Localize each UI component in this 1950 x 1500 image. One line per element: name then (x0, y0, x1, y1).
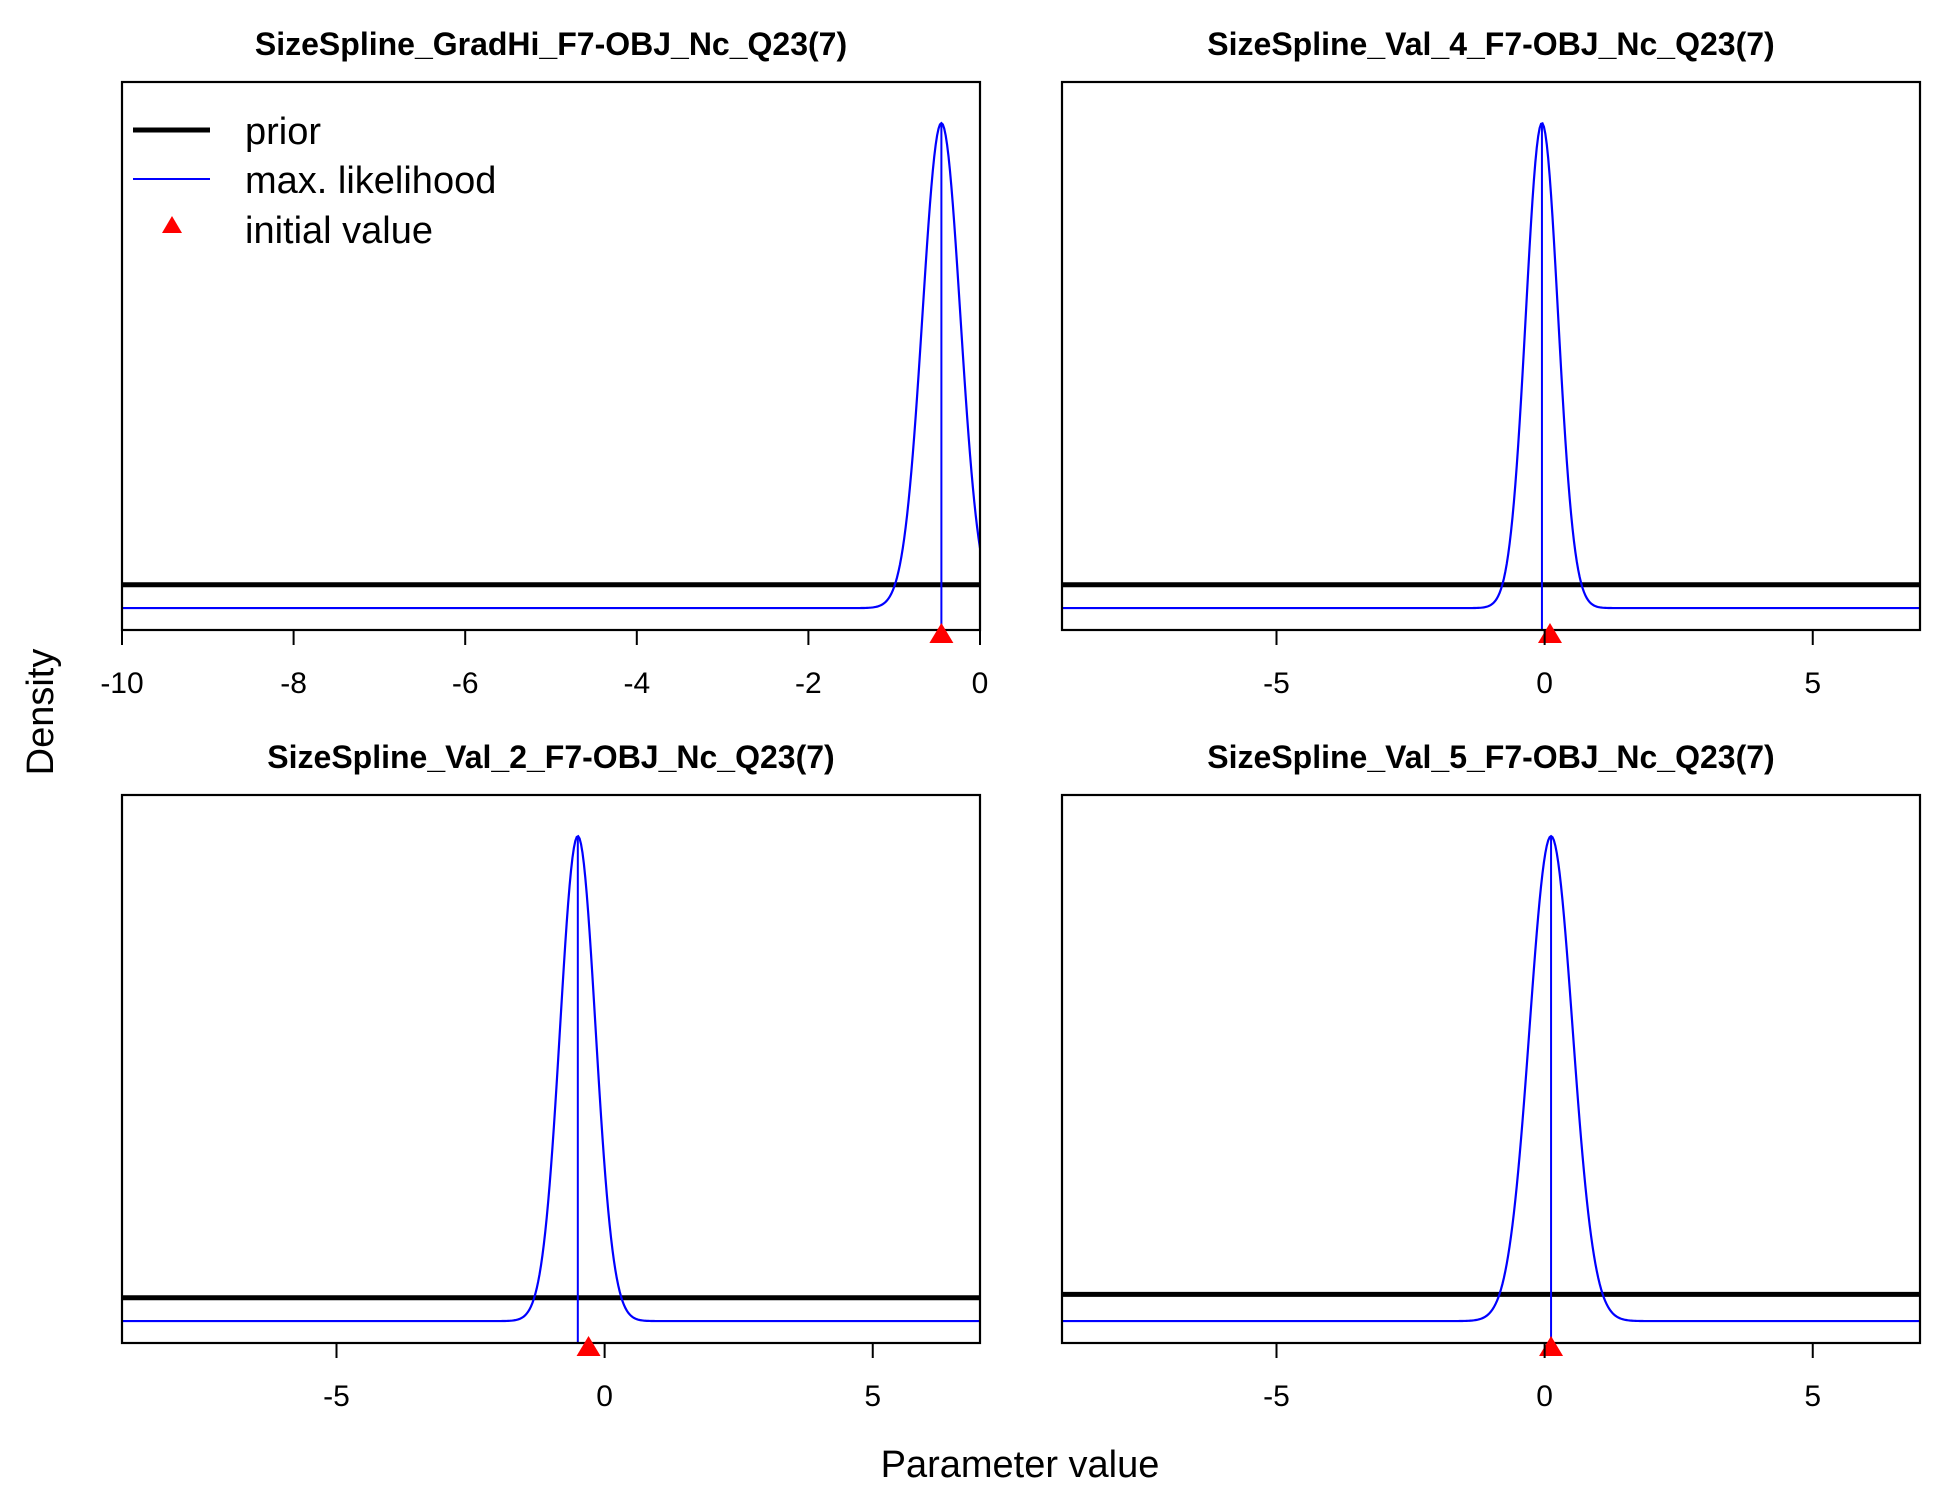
panel-frame (120, 80, 982, 632)
panel-2: SizeSpline_Val_4_F7-OBJ_Nc_Q23(7) -5 0 5 (1060, 26, 1922, 700)
x-tick-label: -5 (1263, 667, 1290, 700)
x-tick-label: 0 (1536, 1380, 1553, 1413)
x-tick-label: 0 (1536, 667, 1553, 700)
panel-1: SizeSpline_GradHi_F7-OBJ_Nc_Q23(7) -10 -8 -… (100, 26, 988, 700)
panel-frame (1060, 80, 1922, 632)
x-tick-label: 5 (1804, 667, 1821, 700)
x-tick-label: 0 (596, 1380, 613, 1413)
panel-3: SizeSpline_Val_2_F7-OBJ_Nc_Q23(7) -5 0 5 (120, 739, 982, 1413)
plot-area (1062, 122, 1920, 630)
panel-title: SizeSpline_Val_5_F7-OBJ_Nc_Q23(7) (1207, 739, 1774, 775)
panel-title: SizeSpline_GradHi_F7-OBJ_Nc_Q23(7) (255, 26, 847, 62)
legend-initial-swatch (162, 216, 182, 233)
x-tick-label: -6 (452, 667, 479, 700)
panel-title: SizeSpline_Val_2_F7-OBJ_Nc_Q23(7) (267, 739, 834, 775)
panel-title: SizeSpline_Val_4_F7-OBJ_Nc_Q23(7) (1207, 26, 1774, 62)
initial-value-marker (1539, 1336, 1564, 1356)
x-tick-label: 5 (864, 1380, 881, 1413)
x-axis-label: Parameter value (881, 1444, 1160, 1486)
mle-curve (1062, 834, 1920, 1323)
legend: prior max. likelihood initial value (133, 111, 496, 252)
x-tick-label: -10 (100, 667, 143, 700)
initial-value-marker (929, 623, 954, 643)
panel-4: SizeSpline_Val_5_F7-OBJ_Nc_Q23(7) -5 0 5 (1060, 739, 1922, 1413)
x-tick-label: -5 (323, 1380, 350, 1413)
panel-frame (1060, 793, 1922, 1345)
x-tick-label: 5 (1804, 1380, 1821, 1413)
mle-curve (122, 834, 980, 1323)
x-tick-label: 0 (972, 667, 989, 700)
mle-curve (122, 121, 980, 610)
initial-value-marker (576, 1336, 601, 1356)
mle-curve (1062, 122, 1920, 610)
panel-frame (120, 793, 982, 1345)
plot-area (122, 834, 980, 1343)
x-tick-label: -8 (280, 667, 307, 700)
legend-label: max. likelihood (245, 160, 496, 202)
x-tick-label: -4 (623, 667, 650, 700)
x-tick-label: -2 (795, 667, 822, 700)
x-tick-label: -5 (1263, 1380, 1290, 1413)
y-axis-label: Density (20, 649, 62, 776)
legend-label: initial value (245, 210, 433, 252)
legend-label: prior (245, 111, 321, 153)
plot-area (122, 121, 980, 630)
plot-area (1062, 834, 1920, 1343)
panels-group: SizeSpline_GradHi_F7-OBJ_Nc_Q23(7) -10 -8 -… (100, 26, 1922, 1413)
